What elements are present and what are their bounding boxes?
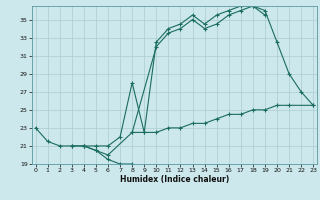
X-axis label: Humidex (Indice chaleur): Humidex (Indice chaleur)	[120, 175, 229, 184]
